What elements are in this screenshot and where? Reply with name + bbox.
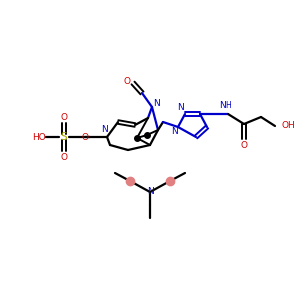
Text: O: O [61,112,68,122]
Text: N: N [147,188,153,196]
Text: O: O [124,76,130,85]
Text: N: N [171,128,177,136]
Text: N: N [220,101,226,110]
Text: O: O [61,152,68,161]
Text: N: N [154,98,160,107]
Text: OH: OH [281,122,295,130]
Text: H: H [225,101,231,110]
Text: HO: HO [32,133,46,142]
Text: N: N [102,125,108,134]
Text: O: O [82,133,88,142]
Text: N: N [178,103,184,112]
Text: S: S [61,132,67,142]
Text: O: O [241,140,248,149]
